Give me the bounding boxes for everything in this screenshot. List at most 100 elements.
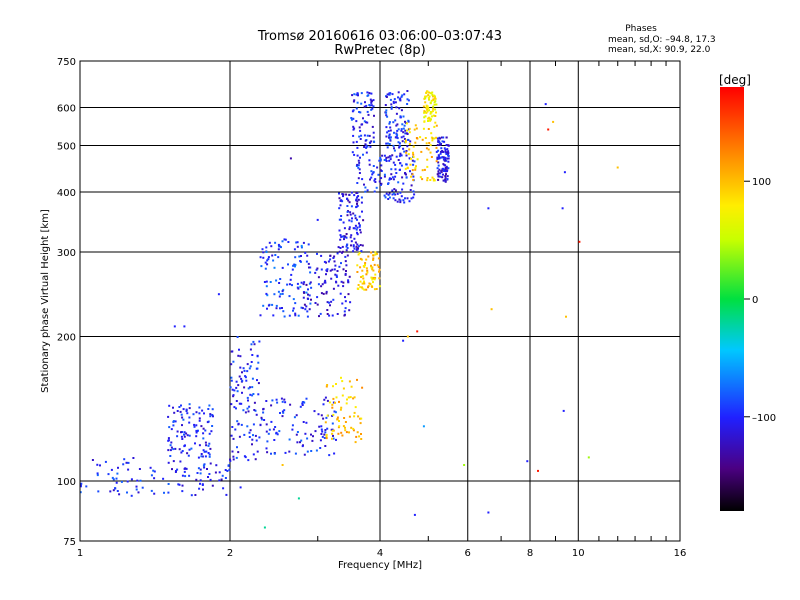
data-point [369, 141, 372, 144]
data-point [330, 300, 333, 303]
data-point [137, 491, 140, 494]
data-point [356, 202, 358, 205]
data-point [293, 416, 296, 419]
data-point [258, 340, 261, 343]
data-point [434, 121, 437, 124]
data-point [425, 105, 428, 108]
data-point [400, 95, 403, 98]
data-point [387, 130, 390, 133]
data-point [392, 101, 395, 104]
data-point [366, 134, 369, 137]
data-point [307, 262, 310, 265]
data-point [291, 284, 293, 287]
data-point [388, 136, 390, 139]
data-point [350, 205, 353, 208]
data-point [444, 175, 447, 177]
data-point [387, 183, 389, 185]
colorbar-tick-label: 100 [752, 177, 771, 188]
data-point [356, 378, 358, 381]
data-point [390, 177, 393, 180]
data-point [394, 199, 397, 202]
data-point [367, 285, 370, 287]
data-point [208, 442, 211, 445]
data-point [208, 453, 211, 456]
data-point [248, 405, 251, 408]
data-point [205, 444, 208, 447]
data-point [275, 279, 278, 282]
data-point [294, 265, 296, 268]
data-point [300, 244, 303, 247]
data-point [267, 256, 270, 259]
data-point [358, 435, 361, 438]
data-point [349, 301, 352, 304]
data-point [442, 179, 445, 182]
data-point [334, 273, 337, 276]
data-point [300, 246, 303, 249]
data-point [431, 137, 434, 140]
data-point [333, 452, 336, 455]
data-point [172, 460, 175, 463]
data-point [394, 168, 397, 171]
data-point [356, 271, 359, 273]
data-point [237, 384, 240, 387]
data-point [79, 485, 82, 488]
data-point [306, 297, 309, 300]
data-point [412, 145, 415, 148]
data-point [176, 435, 179, 438]
data-point [273, 452, 276, 455]
data-point [322, 417, 325, 420]
data-point [122, 463, 125, 466]
data-point [259, 256, 262, 259]
data-point [442, 163, 445, 166]
data-point [356, 218, 358, 221]
data-point [224, 477, 227, 479]
data-point [333, 260, 336, 263]
data-point [357, 198, 360, 201]
data-point [352, 227, 355, 230]
data-point [436, 156, 439, 159]
data-point [199, 468, 202, 471]
data-point [410, 157, 412, 160]
data-point [273, 439, 276, 441]
data-point [292, 309, 294, 312]
data-point [139, 479, 142, 482]
data-point [436, 173, 439, 176]
data-point [278, 245, 281, 248]
data-point [373, 114, 375, 117]
data-point [394, 175, 397, 178]
data-point [177, 483, 180, 486]
data-point [348, 415, 351, 418]
data-point [347, 396, 350, 399]
data-point [114, 487, 117, 490]
data-point [340, 406, 343, 409]
data-point [383, 173, 386, 176]
y-tick-label: 75 [63, 537, 76, 548]
data-point [347, 199, 350, 202]
data-point [438, 142, 441, 144]
data-point [373, 179, 376, 182]
data-point [183, 431, 186, 434]
data-point [259, 314, 262, 317]
data-point [278, 282, 281, 284]
data-point [181, 424, 183, 427]
data-point [389, 158, 392, 161]
data-point [361, 287, 364, 290]
data-point [346, 398, 348, 401]
data-point [112, 478, 115, 481]
data-point [282, 411, 285, 414]
data-point [421, 178, 424, 181]
data-point [294, 256, 297, 259]
data-point [203, 463, 206, 466]
data-point [355, 435, 358, 438]
data-point [413, 193, 416, 196]
data-point [352, 141, 355, 144]
data-point [336, 418, 339, 421]
data-point [370, 101, 373, 104]
data-point [319, 439, 322, 442]
data-point [321, 435, 324, 438]
data-point [250, 361, 253, 363]
data-point [399, 97, 402, 100]
data-point [254, 409, 257, 412]
data-point [307, 243, 310, 246]
data-point [176, 410, 179, 412]
